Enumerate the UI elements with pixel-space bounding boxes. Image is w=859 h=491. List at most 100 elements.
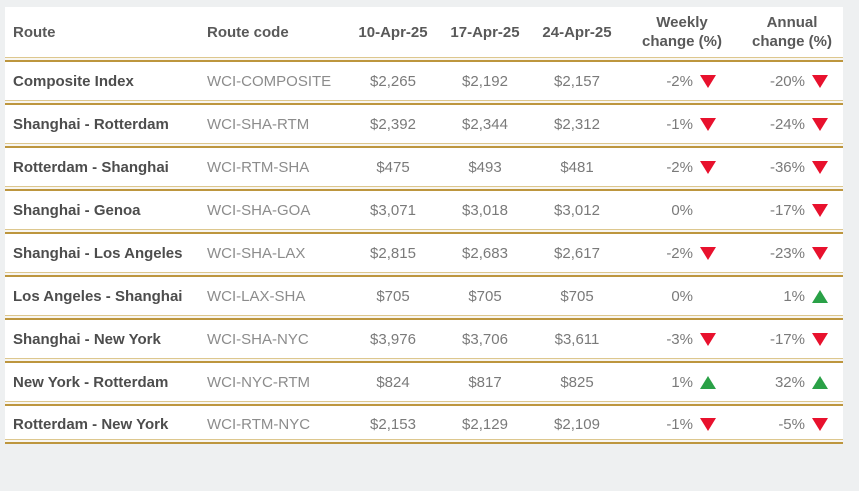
annual-change-cell: -36%	[729, 143, 843, 186]
rate-17-apr-cell: $705	[439, 272, 531, 315]
weekly-change-cell: -1%	[623, 401, 729, 444]
rates-table-container: Route Route code 10-Apr-25 17-Apr-25 24-…	[5, 7, 843, 444]
annual-change-cell: -23%	[729, 229, 843, 272]
rate-24-apr-cell: $481	[531, 143, 623, 186]
weekly-change-value: 1%	[671, 373, 693, 391]
route-code-cell: WCI-SHA-RTM	[205, 100, 347, 143]
annual-change-value: -36%	[769, 158, 805, 176]
annual-change-arrow-icon	[805, 289, 835, 303]
table-row-rotterdam-shanghai: Rotterdam - Shanghai WCI-RTM-SHA $475 $4…	[5, 143, 843, 186]
route-cell: Shanghai - Genoa	[5, 186, 205, 229]
col-header-date-24-apr: 24-Apr-25	[531, 7, 623, 57]
annual-change-value: -17%	[769, 201, 805, 219]
annual-change-value: 32%	[774, 373, 805, 391]
col-header-date-10-apr: 10-Apr-25	[347, 7, 439, 57]
route-code-cell: WCI-LAX-SHA	[205, 272, 347, 315]
annual-change-arrow-icon	[805, 417, 835, 431]
annual-change-cell: -24%	[729, 100, 843, 143]
weekly-change-cell: -3%	[623, 315, 729, 358]
route-cell: Shanghai - Los Angeles	[5, 229, 205, 272]
freight-rates-table: Route Route code 10-Apr-25 17-Apr-25 24-…	[5, 7, 843, 444]
annual-change-value: -20%	[769, 72, 805, 90]
annual-change-cell: -17%	[729, 315, 843, 358]
weekly-change-arrow-icon	[693, 375, 723, 389]
col-header-route-code: Route code	[205, 7, 347, 57]
col-header-route: Route	[5, 7, 205, 57]
route-code-cell: WCI-RTM-SHA	[205, 143, 347, 186]
weekly-change-value: 0%	[671, 201, 693, 219]
weekly-change-value: -2%	[666, 244, 693, 262]
weekly-change-arrow-icon	[693, 332, 723, 346]
route-cell: Shanghai - Rotterdam	[5, 100, 205, 143]
rate-17-apr-cell: $493	[439, 143, 531, 186]
table-row-composite-index: Composite Index WCI-COMPOSITE $2,265 $2,…	[5, 57, 843, 100]
route-cell: Los Angeles - Shanghai	[5, 272, 205, 315]
rate-24-apr-cell: $2,617	[531, 229, 623, 272]
table-row-shanghai-rotterdam: Shanghai - Rotterdam WCI-SHA-RTM $2,392 …	[5, 100, 843, 143]
annual-change-cell: 1%	[729, 272, 843, 315]
annual-change-cell: -20%	[729, 57, 843, 100]
col-header-date-17-apr: 17-Apr-25	[439, 7, 531, 57]
route-code-cell: WCI-SHA-GOA	[205, 186, 347, 229]
rate-24-apr-cell: $3,611	[531, 315, 623, 358]
annual-change-arrow-icon	[805, 160, 835, 174]
rate-10-apr-cell: $475	[347, 143, 439, 186]
table-row-new-york-rotterdam: New York - Rotterdam WCI-NYC-RTM $824 $8…	[5, 358, 843, 401]
annual-change-arrow-icon	[805, 246, 835, 260]
annual-change-value: 1%	[783, 287, 805, 305]
weekly-change-cell: -2%	[623, 229, 729, 272]
table-row-shanghai-new-york: Shanghai - New York WCI-SHA-NYC $3,976 $…	[5, 315, 843, 358]
rate-10-apr-cell: $2,815	[347, 229, 439, 272]
annual-change-value: -23%	[769, 244, 805, 262]
route-cell: Composite Index	[5, 57, 205, 100]
weekly-change-cell: 1%	[623, 358, 729, 401]
annual-change-arrow-icon	[805, 203, 835, 217]
route-cell: Shanghai - New York	[5, 315, 205, 358]
rate-24-apr-cell: $2,157	[531, 57, 623, 100]
col-header-annual-change: Annual change (%)	[729, 7, 843, 57]
rate-10-apr-cell: $705	[347, 272, 439, 315]
weekly-change-arrow-icon	[693, 246, 723, 260]
weekly-change-arrow-icon	[693, 117, 723, 131]
weekly-change-cell: 0%	[623, 272, 729, 315]
annual-change-value: -24%	[769, 115, 805, 133]
route-cell: Rotterdam - New York	[5, 401, 205, 444]
rate-24-apr-cell: $3,012	[531, 186, 623, 229]
route-cell: New York - Rotterdam	[5, 358, 205, 401]
weekly-change-value: -2%	[666, 158, 693, 176]
rate-24-apr-cell: $2,109	[531, 401, 623, 444]
weekly-change-cell: -2%	[623, 57, 729, 100]
weekly-change-cell: 0%	[623, 186, 729, 229]
annual-change-cell: 32%	[729, 358, 843, 401]
rate-10-apr-cell: $2,265	[347, 57, 439, 100]
weekly-change-header-line1: Weekly	[656, 14, 708, 31]
annual-change-cell: -17%	[729, 186, 843, 229]
route-code-cell: WCI-SHA-LAX	[205, 229, 347, 272]
rate-24-apr-cell: $825	[531, 358, 623, 401]
rate-24-apr-cell: $705	[531, 272, 623, 315]
rate-24-apr-cell: $2,312	[531, 100, 623, 143]
weekly-change-cell: -1%	[623, 100, 729, 143]
rate-10-apr-cell: $3,976	[347, 315, 439, 358]
rate-10-apr-cell: $2,153	[347, 401, 439, 444]
annual-change-cell: -5%	[729, 401, 843, 444]
annual-change-header-line1: Annual	[766, 14, 818, 31]
rate-10-apr-cell: $3,071	[347, 186, 439, 229]
rate-17-apr-cell: $2,192	[439, 57, 531, 100]
weekly-change-value: 0%	[671, 287, 693, 305]
table-row-shanghai-genoa: Shanghai - Genoa WCI-SHA-GOA $3,071 $3,0…	[5, 186, 843, 229]
annual-change-header-line2: change (%)	[751, 33, 832, 50]
weekly-change-arrow-icon	[693, 160, 723, 174]
weekly-change-arrow-icon	[693, 417, 723, 431]
weekly-change-value: -3%	[666, 330, 693, 348]
annual-change-value: -17%	[769, 330, 805, 348]
route-cell: Rotterdam - Shanghai	[5, 143, 205, 186]
table-row-shanghai-los-angeles: Shanghai - Los Angeles WCI-SHA-LAX $2,81…	[5, 229, 843, 272]
weekly-change-arrow-icon	[693, 74, 723, 88]
route-code-cell: WCI-NYC-RTM	[205, 358, 347, 401]
rate-10-apr-cell: $824	[347, 358, 439, 401]
rate-10-apr-cell: $2,392	[347, 100, 439, 143]
rate-17-apr-cell: $3,706	[439, 315, 531, 358]
weekly-change-value: -2%	[666, 72, 693, 90]
weekly-change-value: -1%	[666, 115, 693, 133]
